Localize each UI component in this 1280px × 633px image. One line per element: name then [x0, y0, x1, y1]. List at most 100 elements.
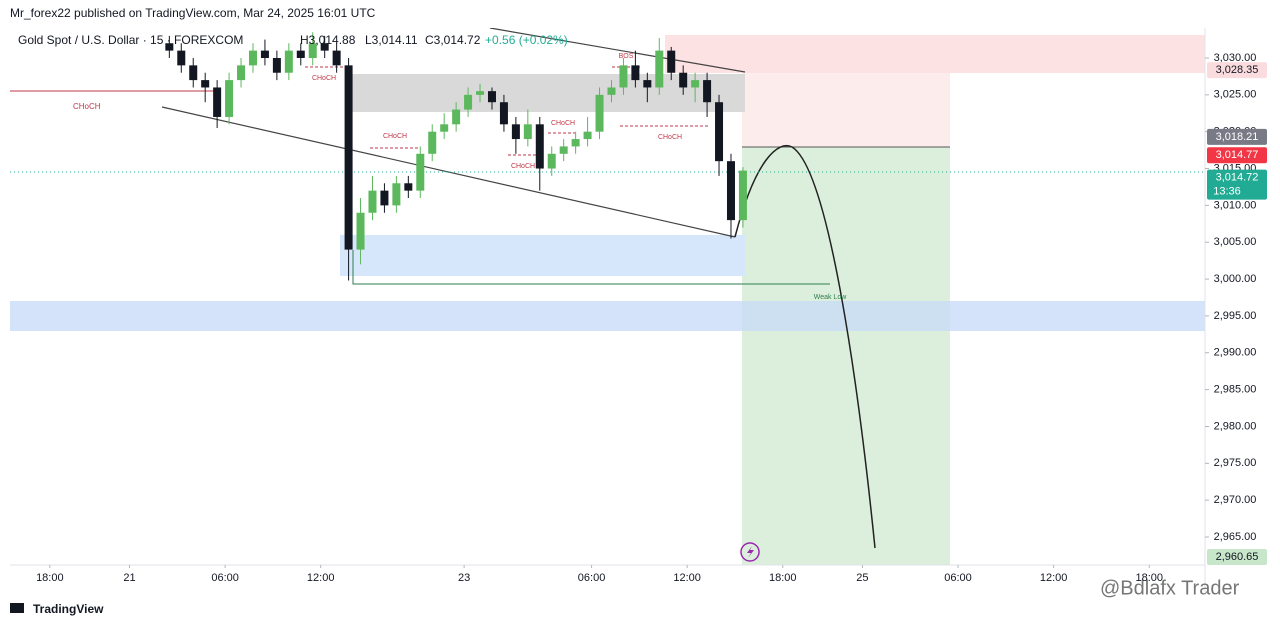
candle-body	[213, 87, 222, 117]
annotation: CHoCH	[312, 75, 336, 82]
x-tick-label: 23	[458, 572, 470, 584]
y-tick-label: 3,010.00	[1214, 199, 1257, 211]
candle-body	[296, 50, 305, 58]
choch-dashes	[305, 66, 710, 156]
projection-curve	[734, 145, 876, 549]
candle-body	[487, 91, 496, 103]
x-tick-label: 06:00	[944, 572, 972, 584]
ohlc: C3,014.72	[425, 33, 481, 47]
price-badge	[1207, 549, 1267, 565]
y-tick-label: 3,005.00	[1214, 236, 1257, 248]
candle-body	[726, 161, 735, 221]
candle-body	[404, 183, 413, 191]
ohlc: L3,014.11	[365, 33, 418, 47]
x-tick-label: 06:00	[578, 572, 606, 584]
candle-body	[392, 183, 401, 206]
candle-body	[655, 50, 664, 88]
y-tick-label: 2,970.00	[1214, 494, 1257, 506]
price-badge-label: 3,014.77	[1216, 149, 1259, 161]
y-tick-label: 2,985.00	[1214, 384, 1257, 396]
header-bg	[0, 0, 1280, 28]
candle-body	[703, 80, 712, 103]
plot	[165, 32, 747, 281]
y-tick-label: 2,965.00	[1214, 531, 1257, 543]
brand: TradingView	[33, 602, 104, 616]
annotation: BOS	[619, 53, 634, 60]
y-tick-label: 2,990.00	[1214, 347, 1257, 359]
trendline	[489, 27, 746, 73]
published-line: Mr_forex22 published on TradingView.com,…	[10, 6, 376, 20]
price-badge	[1207, 169, 1267, 200]
candle-body	[452, 109, 461, 125]
candle-body	[189, 65, 198, 81]
candle-body	[631, 65, 640, 81]
annotation: CHoCH	[551, 120, 575, 127]
candle-body	[177, 50, 186, 66]
blue-band	[10, 301, 1205, 331]
annotation: Weak Low	[814, 294, 847, 301]
candle-body	[344, 65, 353, 250]
x-tick-label: 12:00	[673, 572, 701, 584]
candle-body	[535, 124, 544, 169]
candle-body	[308, 43, 317, 58]
logo	[10, 603, 24, 613]
x-tick-label: 18:00	[1135, 572, 1163, 584]
candle-body	[272, 57, 281, 73]
drawings	[10, 27, 1205, 565]
candle-body	[715, 102, 724, 162]
x-tick-label: 21	[123, 572, 135, 584]
supply-zone	[665, 35, 1205, 73]
candle-body	[738, 170, 747, 221]
candle-body	[595, 94, 604, 132]
annotation: CHoCH	[383, 133, 407, 140]
candle-body	[260, 50, 269, 58]
target-zone	[742, 147, 950, 565]
price-badge	[1207, 147, 1267, 164]
trendline	[161, 106, 736, 238]
candle-body	[691, 80, 700, 88]
price-badge	[1207, 62, 1267, 79]
weak-low-line	[352, 250, 830, 285]
price-badge-label: 3,018.21	[1216, 131, 1259, 143]
candle-body	[523, 124, 532, 140]
candle-body	[368, 190, 377, 213]
demand-zone	[340, 235, 745, 276]
candle-body	[511, 124, 520, 140]
candle-body	[667, 50, 676, 73]
candle-body	[619, 65, 628, 88]
annotation: CHoCH	[658, 134, 682, 141]
alert-icon[interactable]	[740, 542, 760, 562]
candle-body	[201, 80, 210, 88]
x-tick-label: 12:00	[307, 572, 335, 584]
y-tick-label: 2,995.00	[1214, 310, 1257, 322]
y-tick-label: 3,000.00	[1214, 273, 1257, 285]
candle-body	[320, 43, 329, 51]
candle-body	[225, 80, 234, 117]
candle-body	[356, 212, 365, 250]
candle-body	[499, 102, 508, 125]
grey-zone	[345, 74, 745, 112]
symbol: Gold Spot / U.S. Dollar · 15 · FOREXCOM	[18, 33, 243, 47]
candle-body	[332, 50, 341, 66]
price-badge-label: 3,028.35	[1216, 64, 1259, 76]
candle-body	[464, 94, 473, 110]
candle-body	[559, 146, 568, 154]
candle-body	[165, 43, 174, 51]
candle-body	[440, 124, 449, 132]
watermark: @Bdlafx Trader	[1100, 577, 1240, 599]
annotation: CHoCH	[511, 163, 535, 170]
x-tick-label: 18:00	[36, 572, 64, 584]
x-tick-label: 25	[856, 572, 868, 584]
countdown: 13:36	[1213, 186, 1241, 198]
stop-zone	[742, 73, 950, 147]
x-tick-label: 12:00	[1040, 572, 1068, 584]
price-badge-label: 3,014.72	[1216, 172, 1259, 184]
candle-body	[248, 50, 257, 66]
y-tick-label: 2,975.00	[1214, 457, 1257, 469]
price-badge	[1207, 128, 1267, 145]
candle-body	[547, 153, 556, 169]
y-tick-label: 3,025.00	[1214, 89, 1257, 101]
candle-body	[284, 50, 293, 73]
candle-body	[571, 139, 580, 147]
